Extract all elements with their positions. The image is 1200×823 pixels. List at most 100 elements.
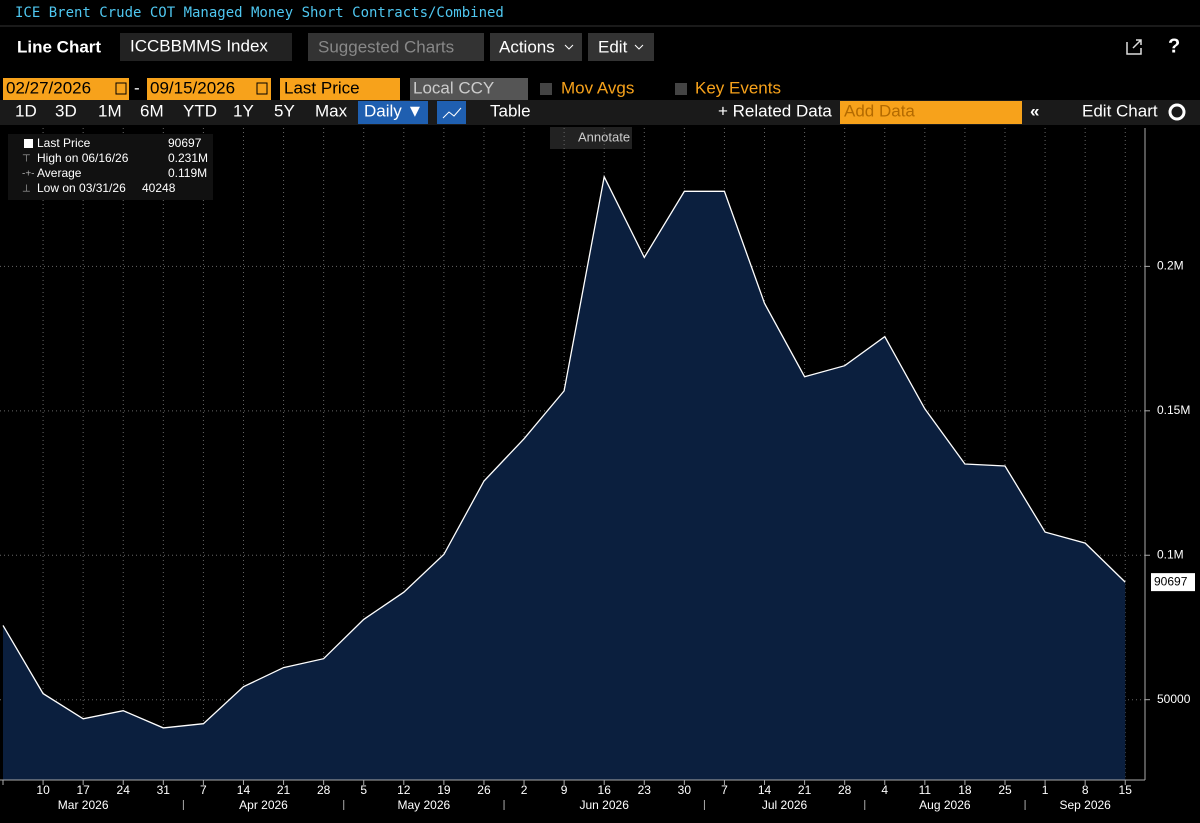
x-tick-label: 9 bbox=[561, 783, 568, 797]
range-button[interactable]: Max bbox=[315, 101, 348, 120]
calendar-icon bbox=[256, 82, 268, 95]
currency: Local CCY bbox=[413, 78, 494, 97]
x-tick-label: 26 bbox=[477, 783, 491, 797]
range-button[interactable]: 1D bbox=[15, 101, 37, 120]
x-tick-label: 7 bbox=[200, 783, 207, 797]
x-tick-label: 2 bbox=[521, 783, 528, 797]
frequency: Daily ▼ bbox=[364, 101, 423, 120]
month-label: Aug 2026 bbox=[919, 798, 971, 812]
x-tick-label: 30 bbox=[678, 783, 692, 797]
x-tick-label: 25 bbox=[998, 783, 1012, 797]
legend-box bbox=[8, 134, 213, 200]
start-date: 02/27/2026 bbox=[6, 78, 91, 97]
chart-icon bbox=[442, 107, 462, 119]
start-date-box[interactable] bbox=[3, 78, 129, 100]
x-tick-label: 12 bbox=[397, 783, 411, 797]
chart-kind: Line Chart bbox=[17, 37, 101, 56]
range-button[interactable]: YTD bbox=[183, 101, 217, 120]
end-date: 09/15/2026 bbox=[150, 78, 235, 97]
month-label: Jul 2026 bbox=[762, 798, 808, 812]
legend-label: Last Price bbox=[37, 136, 91, 150]
legend-label: Low on 03/31/26 bbox=[37, 181, 126, 195]
x-tick-label: 15 bbox=[1119, 783, 1133, 797]
month-label: Mar 2026 bbox=[58, 798, 109, 812]
checkbox[interactable] bbox=[675, 83, 687, 95]
x-tick-label: 16 bbox=[598, 783, 612, 797]
dash: - bbox=[134, 78, 140, 97]
related[interactable]: + Related Data bbox=[718, 101, 832, 120]
chart-icon-button[interactable] bbox=[437, 101, 466, 124]
checkbox[interactable] bbox=[540, 83, 552, 95]
edit-chart[interactable]: Edit Chart bbox=[1082, 101, 1158, 120]
currency-box[interactable] bbox=[410, 78, 528, 100]
range-button[interactable]: 3D bbox=[55, 101, 77, 120]
add-data-box[interactable] bbox=[840, 101, 1022, 124]
month-label: May 2026 bbox=[397, 798, 450, 812]
x-tick-label: 5 bbox=[360, 783, 367, 797]
calendar-icon bbox=[115, 82, 127, 95]
x-tick-label: 31 bbox=[157, 783, 171, 797]
ticker-box[interactable] bbox=[120, 33, 292, 61]
range-button[interactable]: 1Y bbox=[233, 101, 254, 120]
area bbox=[3, 176, 1126, 781]
field-box[interactable] bbox=[280, 78, 400, 100]
table[interactable]: Table bbox=[490, 101, 531, 120]
x-tick-label: 28 bbox=[838, 783, 852, 797]
legend-swatch bbox=[24, 139, 33, 148]
y-tick-label: 0.15M bbox=[1157, 403, 1190, 417]
legend-icon: ⊤ bbox=[22, 154, 31, 165]
legend-icon: ⊥ bbox=[22, 184, 31, 195]
actions: Actions bbox=[499, 37, 555, 56]
range-button[interactable]: 5Y bbox=[274, 101, 295, 120]
x-tick-label: 28 bbox=[317, 783, 331, 797]
field: Last Price bbox=[284, 78, 360, 97]
x-tick-label: 19 bbox=[437, 783, 451, 797]
x-tick-label: 18 bbox=[958, 783, 972, 797]
last-value-label: 90697 bbox=[1154, 574, 1188, 588]
x-tick-label: 4 bbox=[881, 783, 888, 797]
range-button[interactable]: 1M bbox=[98, 101, 122, 120]
x-tick-label: 24 bbox=[117, 783, 131, 797]
x-tick-label: 1 bbox=[1042, 783, 1049, 797]
x-tick-label: 21 bbox=[277, 783, 291, 797]
add-data: Add Data bbox=[844, 101, 915, 120]
x-tick-label: 8 bbox=[1082, 783, 1089, 797]
month-label: Jun 2026 bbox=[580, 798, 630, 812]
legend-label: High on 06/16/26 bbox=[37, 151, 129, 165]
legend-icon: -+- bbox=[22, 169, 35, 180]
x-tick-label: 10 bbox=[36, 783, 50, 797]
y-tick-label: 50000 bbox=[1157, 692, 1191, 706]
edit: Edit bbox=[598, 37, 628, 56]
suggested: Suggested Charts bbox=[318, 37, 454, 56]
window-title: ICE Brent Crude COT Managed Money Short … bbox=[15, 5, 504, 21]
chevron bbox=[634, 44, 644, 50]
legend-value: 40248 bbox=[142, 181, 176, 195]
legend-value: 0.119M bbox=[168, 166, 207, 180]
x-tick-label: 14 bbox=[237, 783, 251, 797]
chevron bbox=[564, 44, 574, 50]
annotate-button[interactable] bbox=[550, 127, 632, 149]
export-icon[interactable] bbox=[1126, 39, 1142, 55]
x-tick-label: 7 bbox=[721, 783, 728, 797]
ticker: ICCBBMMS Index bbox=[130, 36, 268, 55]
legend-value: 0.231M bbox=[168, 151, 208, 165]
legend-label: Average bbox=[37, 166, 82, 180]
range-button[interactable]: 6M bbox=[140, 101, 164, 120]
x-tick-label: 14 bbox=[758, 783, 772, 797]
key-events: Key Events bbox=[695, 78, 781, 97]
help-icon[interactable]: ? bbox=[1168, 35, 1180, 57]
edit-button[interactable] bbox=[588, 33, 654, 61]
mov-avgs: Mov Avgs bbox=[561, 78, 634, 97]
line bbox=[2, 174, 1126, 729]
last-value-box bbox=[1151, 573, 1195, 592]
gear-icon[interactable] bbox=[1168, 103, 1186, 121]
month-label: Apr 2026 bbox=[239, 798, 288, 812]
y-tick-label: 0.2M bbox=[1157, 259, 1184, 273]
x-tick-label: 11 bbox=[919, 783, 932, 797]
end-date-box[interactable] bbox=[147, 78, 271, 100]
x-tick-label: 21 bbox=[798, 783, 812, 797]
collapse[interactable]: « bbox=[1030, 101, 1039, 120]
frequency-button[interactable] bbox=[358, 101, 428, 124]
suggested-button[interactable] bbox=[308, 33, 484, 61]
